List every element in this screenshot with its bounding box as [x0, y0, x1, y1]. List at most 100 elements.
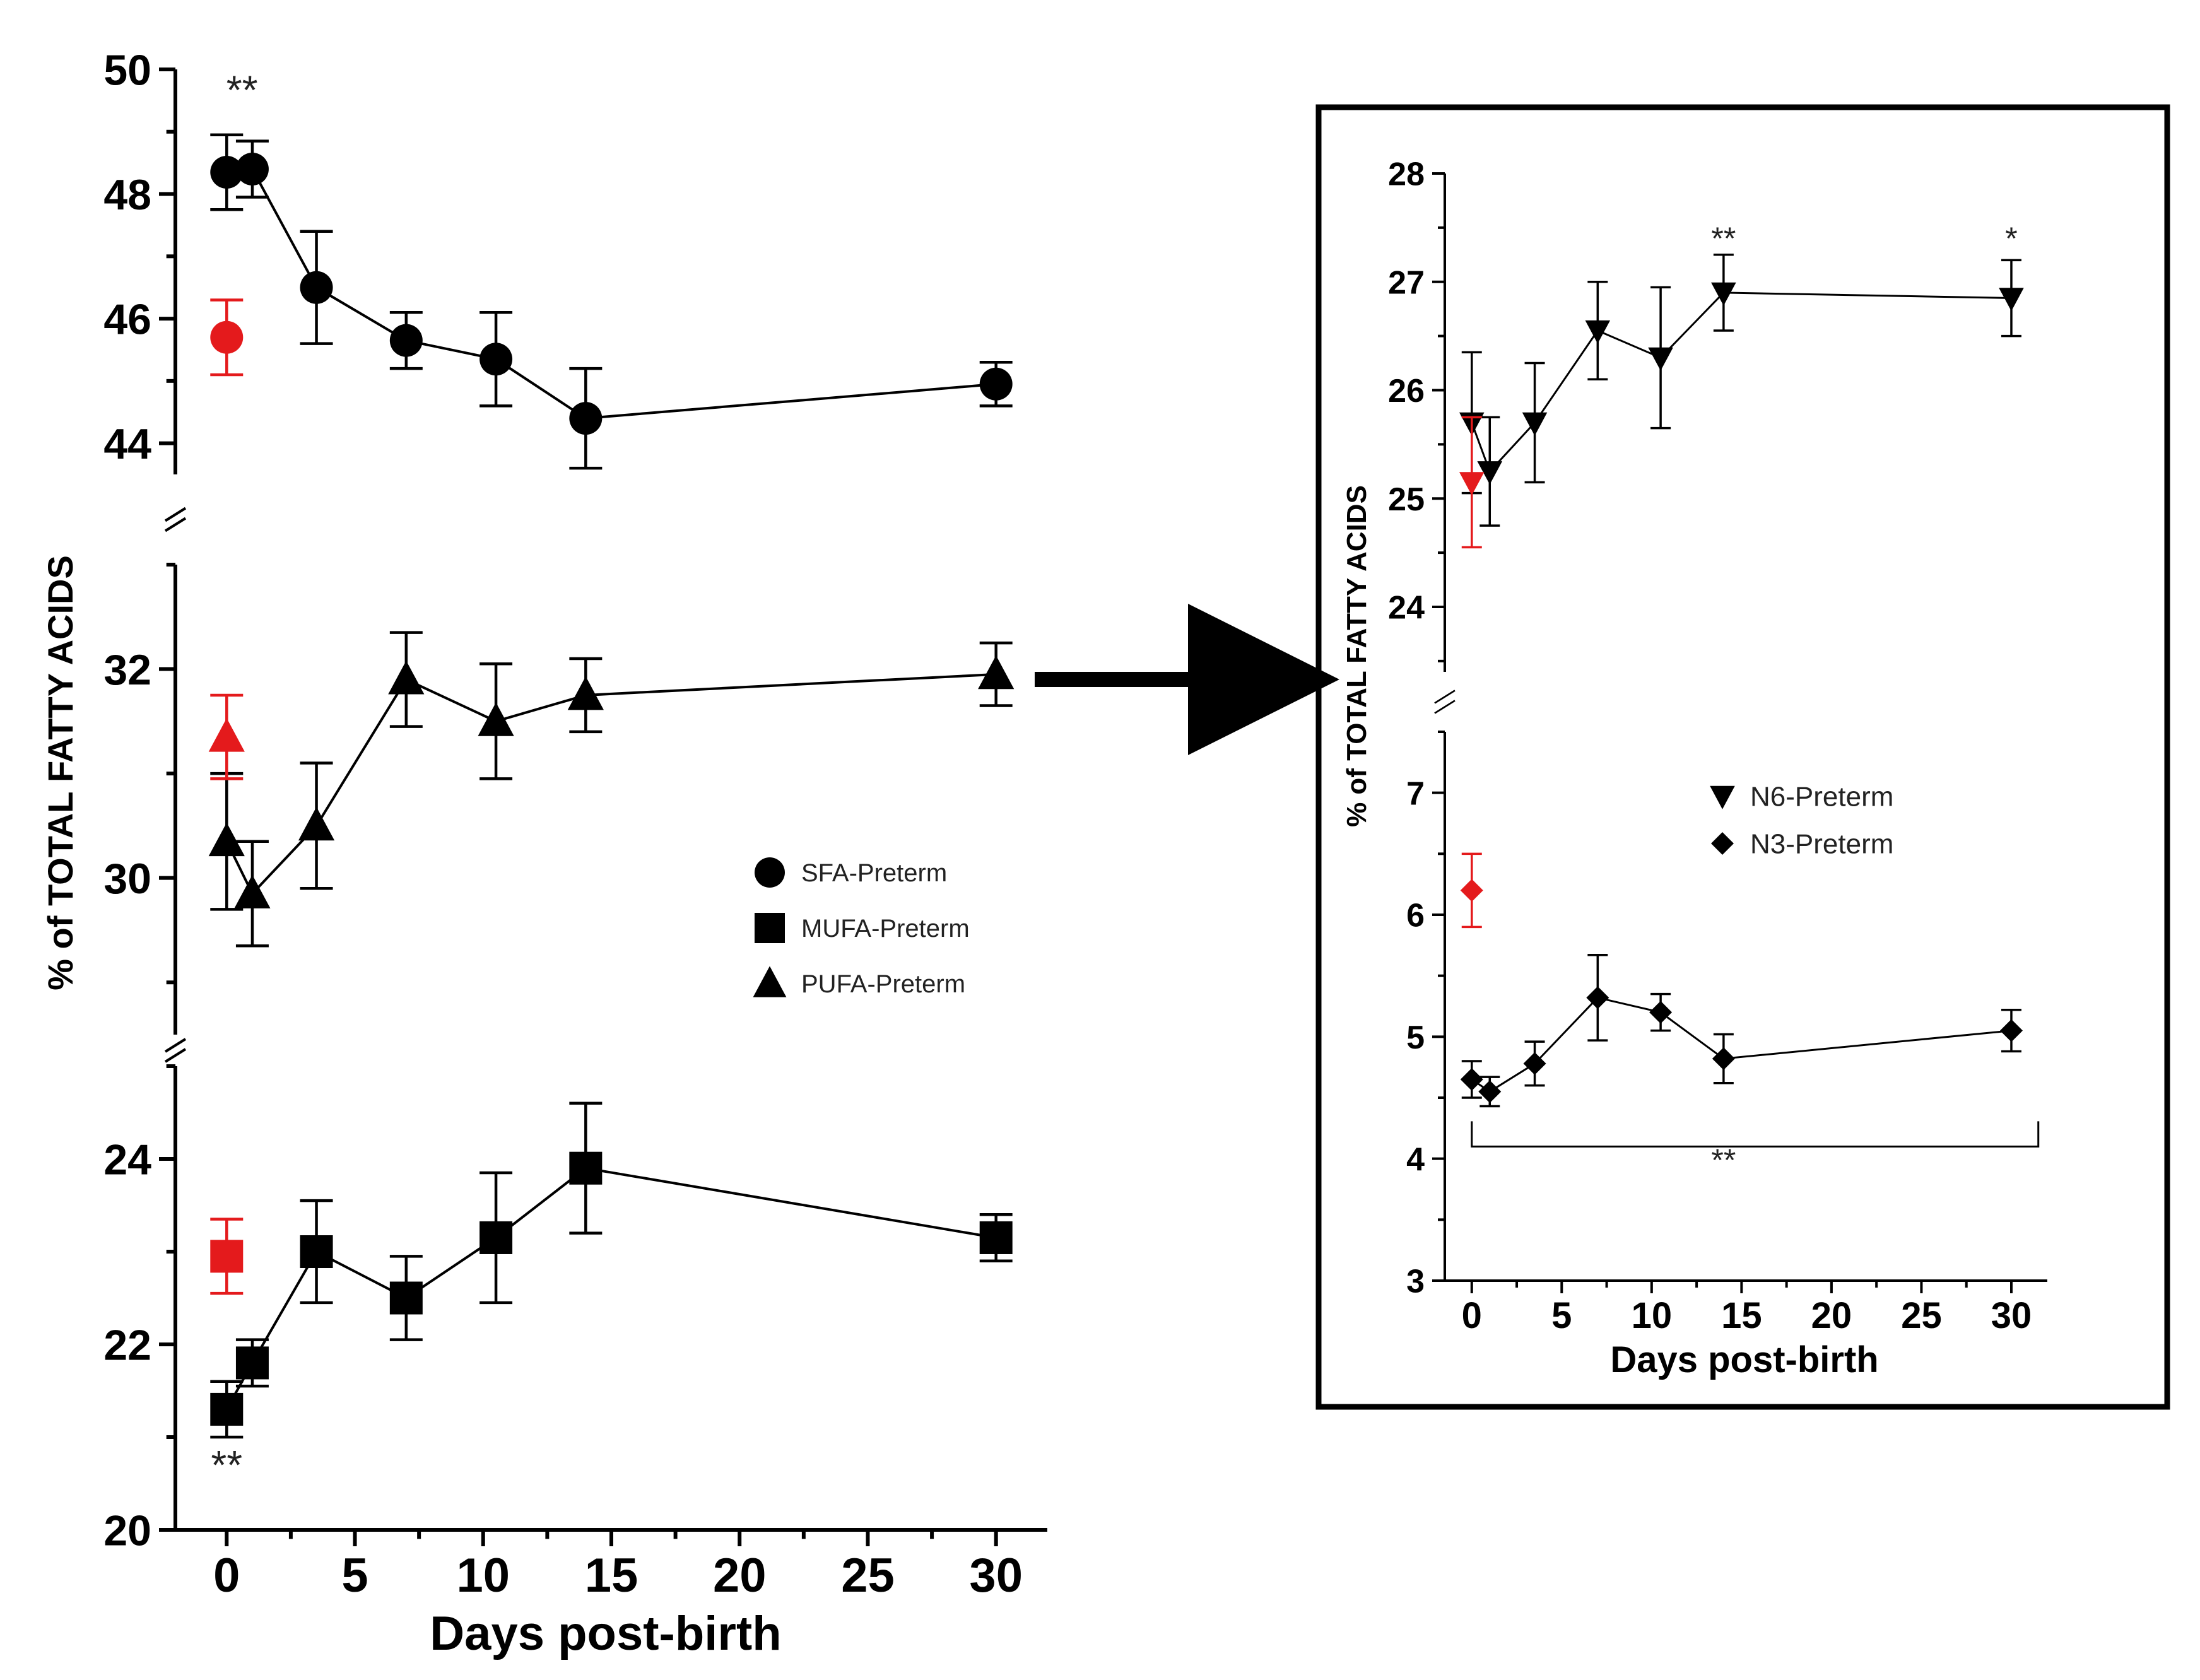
right-x-axis-title: Days post-birth	[1610, 1339, 1878, 1380]
x-tick-label: 15	[585, 1549, 638, 1602]
right-chart: % of TOTAL FATTY ACIDS Days post-birth 2…	[1315, 104, 2170, 1410]
x-tick-label: 30	[1991, 1295, 2032, 1336]
PUFA-Preterm-point	[298, 806, 335, 841]
y-tick-label: 5	[1406, 1019, 1425, 1056]
x-tick-label: 0	[1462, 1295, 1482, 1336]
x-tick-label: 5	[1551, 1295, 1572, 1336]
N3-Preterm-point	[1999, 1019, 2023, 1042]
SFA-Preterm-reference-point	[210, 320, 244, 354]
y-tick-label: 44	[103, 420, 151, 468]
legend-marker-square	[755, 913, 785, 943]
legend-marker-triangle-down	[1710, 785, 1735, 809]
MUFA-Preterm-point	[569, 1151, 603, 1185]
legend-marker-triangle	[753, 966, 787, 997]
x-tick-label: 25	[1901, 1295, 1942, 1336]
y-tick-label: 4	[1406, 1141, 1425, 1178]
y-tick-label: 50	[103, 46, 151, 94]
legend-label: SFA-Preterm	[801, 859, 947, 887]
significance-annotation: **	[1711, 221, 1736, 256]
N6-Preterm-reference-point	[1459, 472, 1485, 496]
x-tick-label: 30	[969, 1549, 1023, 1602]
y-tick-label: 22	[103, 1321, 151, 1369]
y-tick-label: 24	[1388, 590, 1425, 626]
x-tick-label: 25	[841, 1549, 895, 1602]
MUFA-Preterm-point	[300, 1235, 333, 1268]
y-tick-label: 28	[1388, 156, 1425, 193]
MUFA-Preterm-point	[389, 1281, 423, 1315]
N3-Preterm-reference-point	[1460, 879, 1483, 902]
SFA-Preterm-point	[479, 343, 513, 376]
MUFA-Preterm-point	[479, 1221, 513, 1254]
x-tick-label: 10	[1632, 1295, 1673, 1336]
y-tick-label: 30	[103, 855, 151, 903]
N6-Preterm-line	[1471, 291, 2012, 474]
PUFA-Preterm-point	[978, 655, 1015, 690]
y-tick-label: 25	[1388, 481, 1425, 518]
y-tick-label: 27	[1388, 264, 1425, 301]
N6-Preterm-point	[1711, 282, 1736, 306]
N3-Preterm-point	[1649, 1001, 1673, 1024]
PUFA-Preterm-point	[234, 874, 271, 908]
MUFA-Preterm-line	[225, 1166, 997, 1410]
y-tick-label: 48	[103, 171, 151, 219]
SFA-Preterm-point	[210, 155, 244, 189]
SFA-Preterm-point	[569, 402, 603, 435]
significance-annotation: *	[2005, 221, 2017, 256]
significance-annotation: **	[1711, 1143, 1736, 1178]
axis-break-mark	[164, 517, 187, 532]
N3-Preterm-line	[1471, 996, 2012, 1093]
y-tick-label: 26	[1388, 373, 1425, 409]
legend-label: PUFA-Preterm	[801, 970, 965, 998]
significance-bracket	[1471, 1121, 2040, 1148]
MUFA-Preterm-point	[210, 1392, 244, 1426]
significance-annotation: **	[226, 67, 258, 112]
x-tick-label: 20	[1811, 1295, 1852, 1336]
MUFA-Preterm-point	[235, 1346, 269, 1380]
right-chart-frame	[1315, 104, 2170, 1410]
left-chart: % of TOTAL FATTY ACIDS Days post-birth 4…	[40, 46, 1047, 1660]
PUFA-Preterm-point	[567, 676, 604, 710]
SFA-Preterm-point	[979, 367, 1013, 401]
y-tick-label: 7	[1406, 775, 1425, 812]
N3-Preterm-point	[1712, 1047, 1735, 1071]
axis-break-mark	[1434, 690, 1456, 704]
left-x-axis-title: Days post-birth	[430, 1607, 781, 1660]
legend-label: N3-Preterm	[1750, 828, 1893, 859]
SFA-Preterm-point	[235, 153, 269, 186]
PUFA-Preterm-point	[388, 661, 425, 695]
N6-Preterm-point	[1999, 288, 2024, 312]
N3-Preterm-point	[1478, 1080, 1502, 1103]
right-y-axis-title: % of TOTAL FATTY ACIDS	[1341, 485, 1372, 827]
N3-Preterm-point	[1460, 1068, 1483, 1091]
N6-Preterm-point	[1477, 461, 1503, 485]
significance-annotation: **	[211, 1442, 242, 1488]
SFA-Preterm-line	[226, 167, 996, 420]
legend-marker-circle	[755, 857, 785, 888]
y-tick-label: 20	[103, 1507, 151, 1554]
y-tick-label: 32	[103, 646, 151, 694]
x-tick-label: 20	[713, 1549, 767, 1602]
axis-break-mark	[164, 1038, 187, 1053]
y-tick-label: 3	[1406, 1264, 1425, 1300]
N3-Preterm-point	[1523, 1052, 1546, 1075]
x-tick-label: 5	[341, 1549, 368, 1602]
MUFA-Preterm-point	[979, 1221, 1013, 1254]
SFA-Preterm-point	[389, 324, 423, 357]
legend-label: MUFA-Preterm	[801, 915, 970, 943]
legend-marker-diamond	[1711, 832, 1734, 855]
x-tick-label: 10	[456, 1549, 510, 1602]
N6-Preterm-point	[1648, 347, 1673, 371]
left-y-axis-title: % of TOTAL FATTY ACIDS	[40, 555, 80, 990]
y-tick-label: 6	[1406, 898, 1425, 934]
y-tick-label: 24	[103, 1136, 151, 1184]
axis-break-mark	[1434, 700, 1456, 714]
SFA-Preterm-point	[300, 271, 333, 304]
N6-Preterm-point	[1585, 320, 1611, 344]
x-tick-label: 0	[213, 1549, 240, 1602]
axis-break-mark	[164, 507, 187, 522]
legend-label: N6-Preterm	[1750, 781, 1893, 812]
PUFA-Preterm-point	[208, 822, 245, 857]
x-tick-label: 15	[1721, 1295, 1762, 1336]
y-tick-label: 46	[103, 296, 151, 344]
